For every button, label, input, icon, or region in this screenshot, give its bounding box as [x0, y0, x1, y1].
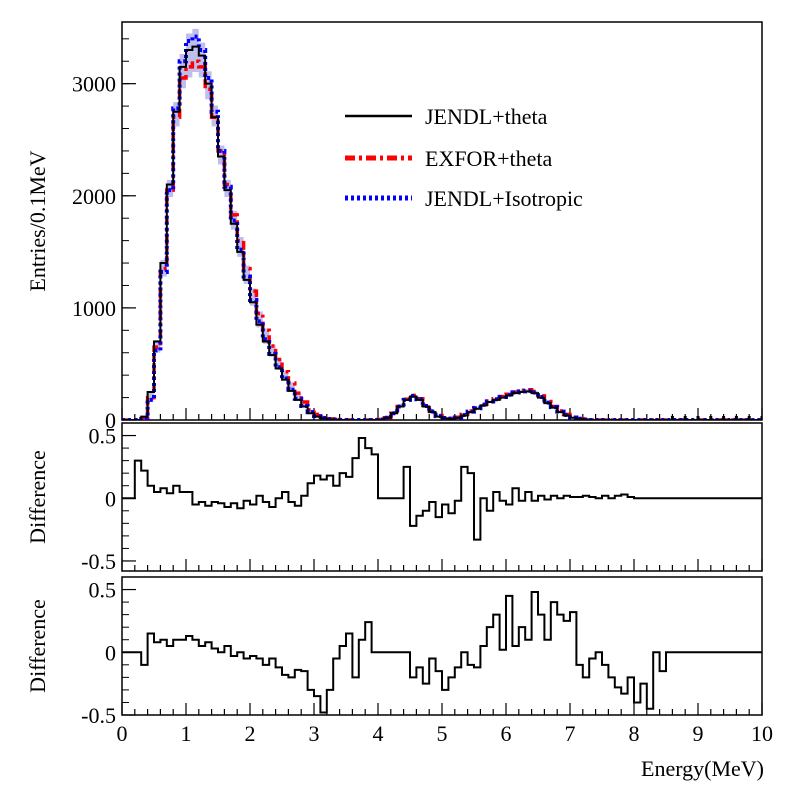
legend-label-jendl-isotropic: JENDL+Isotropic: [425, 186, 583, 211]
spectrum-ticks: 0 1000 2000 3000: [72, 38, 763, 433]
y-tick-label: 0: [105, 408, 116, 433]
difference-2-ticks: -0.5 0 0.5: [81, 576, 763, 728]
empty-bin-marker: [683, 416, 687, 419]
y-tick-label: 0.5: [89, 424, 117, 449]
spectrum-ylabel: Entries/0.1MeV: [25, 150, 50, 291]
x-tick-label: 10: [751, 721, 773, 746]
difference-panel-2: -0.5 0 0.5 Difference: [25, 576, 763, 728]
y-tick-label: 0: [105, 486, 116, 511]
x-tick-label: 1: [181, 721, 192, 746]
y-tick-label: 3000: [72, 72, 116, 97]
x-tick-label: 5: [437, 721, 448, 746]
empty-bin-marker: [760, 416, 762, 419]
y-tick-label: 0: [105, 640, 116, 665]
legend-label-jendl-theta: JENDL+theta: [425, 104, 548, 129]
legend: JENDL+theta EXFOR+theta JENDL+Isotropic: [345, 104, 583, 211]
x-tick-label: 8: [629, 721, 640, 746]
legend-label-exfor-theta: EXFOR+theta: [425, 146, 553, 171]
empty-bin-marker: [670, 416, 674, 419]
x-axis-label: Energy(MeV): [641, 756, 764, 781]
y-tick-label: -0.5: [81, 703, 116, 728]
difference-1-ticks: -0.5 0 0.5: [81, 422, 763, 574]
series-line-jendl-isotropic: [122, 34, 762, 420]
difference-2-ylabel: Difference: [25, 599, 50, 693]
y-tick-label: 0.5: [89, 578, 117, 603]
x-tick-label: 3: [309, 721, 320, 746]
x-tick-label: 7: [565, 721, 576, 746]
y-tick-label: -0.5: [81, 549, 116, 574]
x-tick-label: 4: [373, 721, 384, 746]
uncertainty-band: [122, 28, 762, 420]
empty-bin-marker: [696, 416, 700, 419]
difference-1-ylabel: Difference: [25, 450, 50, 544]
series-line-jendl-theta: [122, 45, 762, 420]
y-tick-label: 1000: [72, 296, 116, 321]
empty-bin-marker: [747, 416, 751, 419]
x-tick-label: 6: [501, 721, 512, 746]
x-tick-label: 2: [245, 721, 256, 746]
x-tick-label: 0: [117, 721, 128, 746]
spectrum-frame: [121, 21, 763, 421]
empty-bin-marker: [722, 416, 726, 419]
difference-line: [122, 437, 762, 541]
x-tick-labels: 0 1 2 3 4 5 6 7 8 9 10: [117, 721, 774, 746]
difference-line: [122, 591, 762, 714]
difference-1-frame: [121, 422, 763, 572]
y-tick-label: 2000: [72, 184, 116, 209]
difference-2-series-group: [122, 591, 762, 714]
empty-bin-marker: [709, 416, 713, 419]
spectrum-panel: 0 1000 2000 3000 Entries/0.1MeV JENDL+theta…: [25, 21, 763, 433]
x-tick-label: 9: [693, 721, 704, 746]
difference-1-series-group: [122, 437, 762, 541]
difference-2-frame: [121, 576, 763, 716]
empty-bin-marker: [734, 416, 738, 419]
difference-panel-1: -0.5 0 0.5 Difference: [25, 422, 763, 574]
spectrum-series-group: [122, 28, 762, 420]
